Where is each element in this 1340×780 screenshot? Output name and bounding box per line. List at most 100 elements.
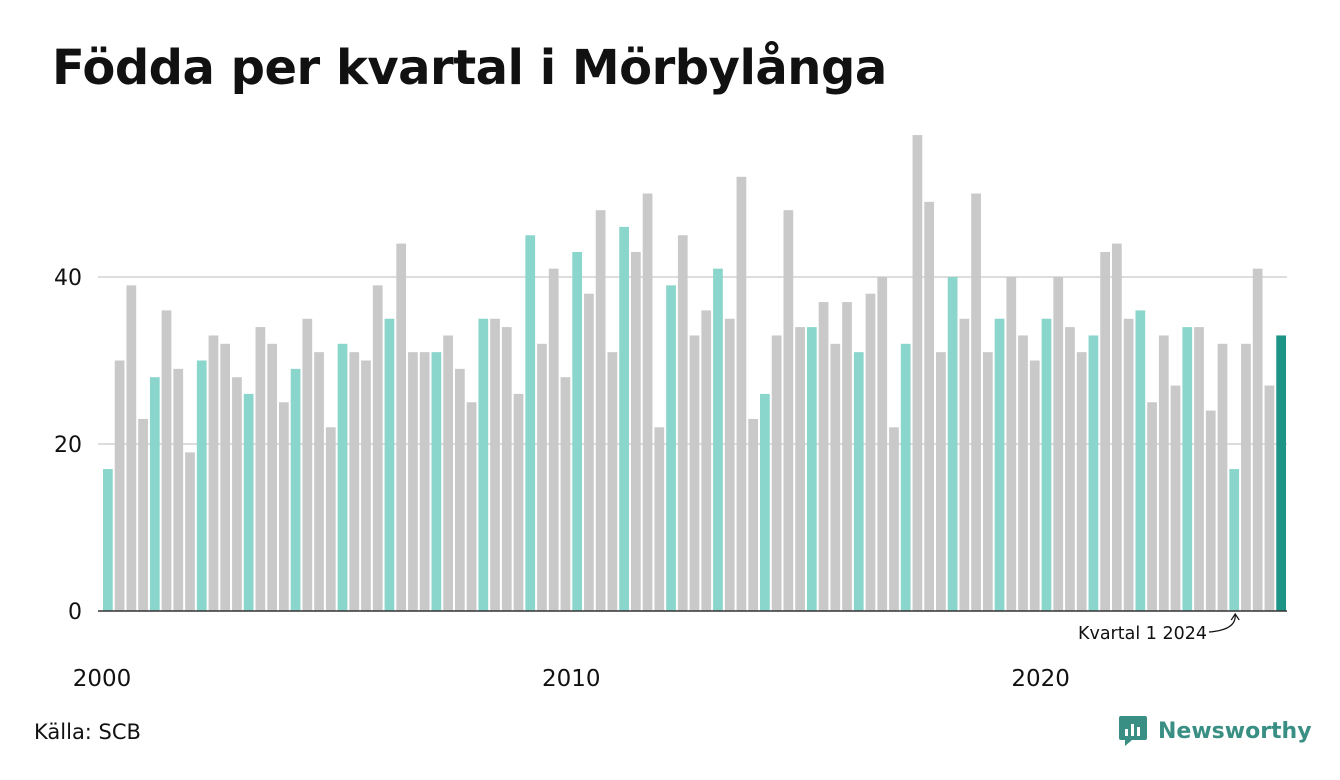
bar <box>220 343 231 611</box>
bar <box>1076 352 1087 611</box>
bar <box>701 310 712 611</box>
bar <box>1100 251 1111 611</box>
bar <box>607 352 618 611</box>
bar <box>584 293 594 611</box>
bar <box>232 377 242 611</box>
axes: 0 20 40 2000 2010 2020 <box>54 266 1287 692</box>
bar <box>865 293 876 611</box>
bar <box>936 352 946 611</box>
bar <box>103 469 113 611</box>
bars <box>103 135 1286 612</box>
bar <box>372 285 383 611</box>
bar <box>853 352 864 611</box>
bar <box>501 327 512 611</box>
bar <box>783 210 794 611</box>
bar <box>149 377 160 611</box>
bar <box>924 201 935 611</box>
bar <box>302 318 313 611</box>
bar <box>947 277 958 611</box>
annotation-arrowhead <box>1230 612 1240 621</box>
bar <box>173 368 184 611</box>
bar <box>384 318 395 611</box>
bar <box>114 360 125 611</box>
bar <box>255 327 266 611</box>
bar <box>1135 310 1146 611</box>
x-tick-label: 2020 <box>1011 666 1070 692</box>
source-note: Källa: SCB <box>34 720 141 744</box>
bar <box>1264 385 1275 611</box>
bar <box>314 352 324 611</box>
bar <box>466 402 477 611</box>
bar <box>1252 268 1263 611</box>
bar <box>513 393 524 611</box>
bar <box>1217 343 1228 611</box>
bar <box>736 176 747 612</box>
bar <box>1205 410 1216 611</box>
bar <box>795 327 805 611</box>
bar <box>396 243 407 611</box>
bar <box>443 335 453 611</box>
bar <box>982 352 993 611</box>
bar <box>1276 335 1286 611</box>
bar <box>278 402 289 611</box>
bar <box>525 235 536 611</box>
bar <box>959 318 970 611</box>
bar <box>713 268 723 611</box>
bar <box>595 210 606 611</box>
bar <box>1241 343 1251 611</box>
bar <box>337 343 348 611</box>
bar <box>724 318 735 611</box>
y-tick-label: 40 <box>54 266 82 291</box>
bar <box>325 427 336 611</box>
bar <box>290 368 301 611</box>
bar <box>1229 469 1240 611</box>
bar <box>1123 318 1134 611</box>
bar <box>889 427 899 611</box>
bar <box>454 368 465 611</box>
bar <box>771 335 782 611</box>
brand-name: Newsworthy <box>1158 718 1312 744</box>
bar <box>877 277 888 611</box>
bar <box>912 135 923 612</box>
bar <box>196 360 207 611</box>
bar <box>994 318 1005 611</box>
annotation: Kvartal 1 2024 <box>1078 612 1240 644</box>
x-tick-label: 2010 <box>542 666 601 692</box>
bar <box>478 318 489 611</box>
bar <box>760 393 770 611</box>
bar <box>677 235 688 611</box>
bar <box>185 452 195 611</box>
bar <box>208 335 219 611</box>
bar <box>138 418 148 611</box>
bar <box>748 418 759 611</box>
bar <box>431 352 442 611</box>
bar <box>971 193 981 611</box>
bar <box>900 343 911 611</box>
bar <box>408 352 418 611</box>
x-tick-label: 2000 <box>73 666 132 692</box>
y-tick-label: 0 <box>68 600 82 625</box>
chart-title: Födda per kvartal i Mörbylånga <box>52 40 887 96</box>
bar <box>1065 327 1075 611</box>
bar <box>1194 327 1204 611</box>
bar <box>1112 243 1122 611</box>
bar <box>818 302 829 611</box>
bar <box>1029 360 1040 611</box>
bar <box>654 427 665 611</box>
y-tick-label: 20 <box>54 433 82 458</box>
bar <box>349 352 360 611</box>
bar <box>572 251 583 611</box>
bar <box>830 343 841 611</box>
newsworthy-logo-icon <box>1119 716 1147 746</box>
bar <box>1006 277 1017 611</box>
bar <box>642 193 653 611</box>
bar <box>1158 335 1169 611</box>
bar <box>560 377 571 611</box>
bar <box>537 343 547 611</box>
bar <box>1053 277 1064 611</box>
bar <box>1170 385 1181 611</box>
bar <box>490 318 500 611</box>
brand-logo[interactable]: Newsworthy <box>1118 713 1312 749</box>
bar <box>806 327 817 611</box>
